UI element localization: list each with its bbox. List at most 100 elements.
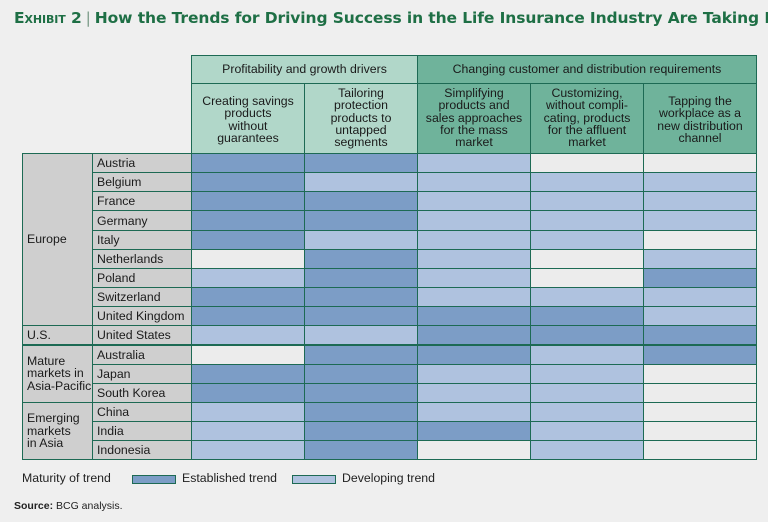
source-note: Source: BCG analysis. — [14, 500, 123, 512]
trend-cell — [417, 325, 531, 346]
trend-cell — [304, 229, 418, 250]
trend-cell — [643, 210, 757, 231]
trend-cell — [304, 306, 418, 327]
trend-cell — [304, 153, 418, 174]
trend-cell — [417, 172, 531, 193]
trend-cell — [191, 191, 305, 212]
trend-cell — [304, 325, 418, 346]
trend-cell — [191, 440, 305, 461]
title-text: How the Trends for Driving Success in th… — [94, 9, 768, 27]
trend-cell — [643, 267, 757, 289]
trend-cell — [191, 267, 305, 289]
trend-cell — [191, 382, 305, 403]
trend-cell — [417, 344, 531, 365]
trend-cell — [417, 210, 531, 231]
trend-cell — [530, 363, 644, 384]
trend-cell — [417, 440, 531, 461]
trend-cell — [643, 440, 757, 461]
trend-cell — [304, 344, 418, 365]
country-label: Belgium — [92, 172, 192, 193]
legend-established-swatch — [132, 475, 176, 484]
exhibit-title: Exhibit 2 | How the Trends for Driving Suc… — [14, 9, 768, 27]
trend-cell — [417, 401, 531, 423]
trend-cell — [643, 363, 757, 384]
trend-cell — [530, 306, 644, 327]
legend-title: Maturity of trend — [22, 471, 111, 485]
trend-cell — [304, 172, 418, 193]
trend-cell — [304, 210, 418, 231]
trend-cell — [417, 287, 531, 308]
region-label: Europe — [22, 153, 93, 327]
country-label: Germany — [92, 210, 192, 231]
trend-cell — [304, 440, 418, 461]
trend-cell — [530, 153, 644, 174]
trend-cell — [417, 382, 531, 403]
country-label: France — [92, 191, 192, 212]
trend-cell — [191, 344, 305, 365]
trend-cell — [191, 325, 305, 346]
trend-cell — [417, 267, 531, 289]
trend-cell — [530, 210, 644, 231]
column-group-header: Changing customer and distribution requi… — [417, 55, 757, 84]
trend-cell — [191, 210, 305, 231]
trend-cell — [643, 153, 757, 174]
title-separator: | — [85, 9, 91, 27]
trend-cell — [643, 325, 757, 346]
trend-cell — [643, 172, 757, 193]
trend-cell — [530, 382, 644, 403]
trend-cell — [643, 344, 757, 365]
trend-cell — [643, 229, 757, 250]
region-label: U.S. — [22, 325, 93, 346]
trend-cell — [530, 267, 644, 289]
country-label: Poland — [92, 267, 192, 289]
trend-cell — [643, 306, 757, 327]
trend-cell — [191, 229, 305, 250]
trend-cell — [304, 287, 418, 308]
country-label: Austria — [92, 153, 192, 174]
exhibit-number: Exhibit 2 — [14, 9, 82, 27]
trend-cell — [417, 363, 531, 384]
column-header: Simplifying products and sales approaches f… — [417, 83, 531, 154]
trend-cell — [304, 363, 418, 384]
source-label: Source: — [14, 500, 54, 512]
country-label: South Korea — [92, 382, 192, 403]
trend-cell — [530, 344, 644, 365]
region-label: Emerging markets in Asia — [22, 401, 93, 461]
trend-cell — [530, 248, 644, 269]
country-label: Netherlands — [92, 248, 192, 269]
country-label: Indonesia — [92, 440, 192, 461]
legend-developing-label: Developing trend — [342, 471, 435, 485]
trend-cell — [304, 401, 418, 423]
country-label: India — [92, 421, 192, 442]
trend-cell — [304, 191, 418, 212]
legend-established-label: Established trend — [182, 471, 278, 485]
trend-cell — [643, 421, 757, 442]
column-header: Creating savings products without guarantee… — [191, 83, 305, 154]
trend-cell — [417, 191, 531, 212]
trend-cell — [643, 382, 757, 403]
trend-cell — [191, 421, 305, 442]
trend-cell — [417, 153, 531, 174]
trend-cell — [643, 191, 757, 212]
trend-cell — [530, 440, 644, 461]
column-header: Tailoring protection products to untapped se… — [304, 83, 418, 154]
trend-cell — [530, 287, 644, 308]
trend-cell — [304, 248, 418, 269]
trend-cell — [643, 248, 757, 269]
trend-cell — [191, 248, 305, 269]
country-label: Italy — [92, 229, 192, 250]
trend-cell — [191, 287, 305, 308]
column-header: Tapping the workplace as a new distributio… — [643, 83, 757, 154]
trend-cell — [643, 287, 757, 308]
country-label: Australia — [92, 344, 192, 365]
trend-cell — [191, 172, 305, 193]
country-label: China — [92, 401, 192, 423]
trend-cell — [191, 306, 305, 327]
trend-cell — [417, 306, 531, 327]
trend-cell — [191, 153, 305, 174]
trend-cell — [530, 172, 644, 193]
trend-cell — [530, 191, 644, 212]
trend-cell — [530, 325, 644, 346]
trend-cell — [191, 401, 305, 423]
